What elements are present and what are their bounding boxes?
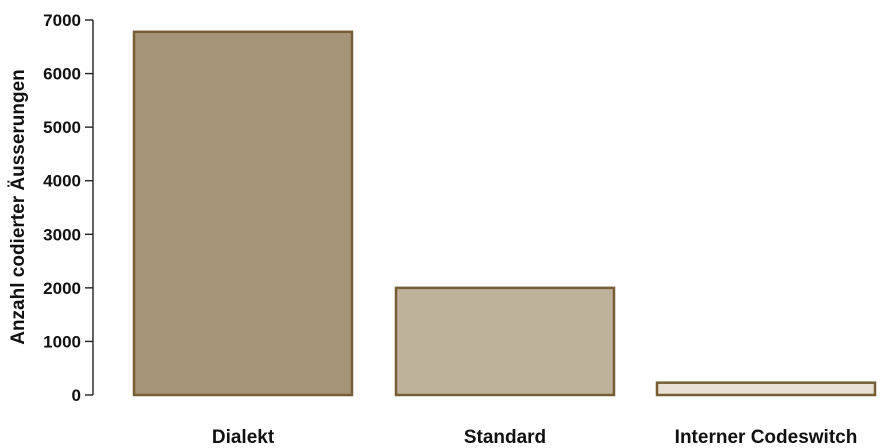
category-labels: Dialekt Standard Interner Codeswitch	[212, 427, 857, 448]
y-tick-label: 5000	[43, 118, 81, 137]
y-tick-label: 7000	[43, 11, 81, 30]
x-category-label: Dialekt	[212, 427, 275, 448]
y-tick-label: 3000	[43, 225, 81, 244]
bar-interner-codeswitch	[655, 381, 877, 397]
y-tick-label: 2000	[43, 279, 81, 298]
y-tick-label: 6000	[43, 65, 81, 84]
y-axis-title: Anzahl codierter Äusserungen	[8, 69, 29, 345]
bars	[132, 30, 877, 397]
x-category-label: Standard	[464, 427, 546, 448]
bar-standard	[394, 286, 616, 397]
y-tick-label: 0	[72, 386, 81, 405]
y-tick-label: 1000	[43, 332, 81, 351]
y-axis: 0 1000 2000 3000 4000 5000 6000 7000	[43, 11, 94, 405]
y-tick-label: 4000	[43, 172, 81, 191]
x-category-label: Interner Codeswitch	[675, 427, 858, 448]
bar-dialekt	[132, 30, 354, 397]
